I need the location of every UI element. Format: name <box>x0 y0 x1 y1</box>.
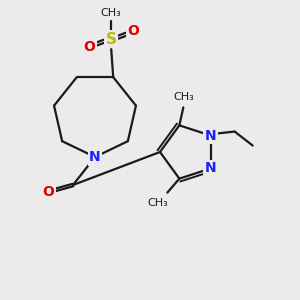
Text: CH₃: CH₃ <box>147 198 168 208</box>
Text: N: N <box>205 161 217 176</box>
Text: CH₃: CH₃ <box>173 92 194 102</box>
Text: O: O <box>42 185 54 199</box>
Text: O: O <box>127 24 139 38</box>
Text: N: N <box>89 150 101 164</box>
Text: O: O <box>83 40 95 54</box>
Text: CH₃: CH₃ <box>101 8 122 18</box>
Text: S: S <box>106 32 117 47</box>
Text: N: N <box>205 128 217 142</box>
